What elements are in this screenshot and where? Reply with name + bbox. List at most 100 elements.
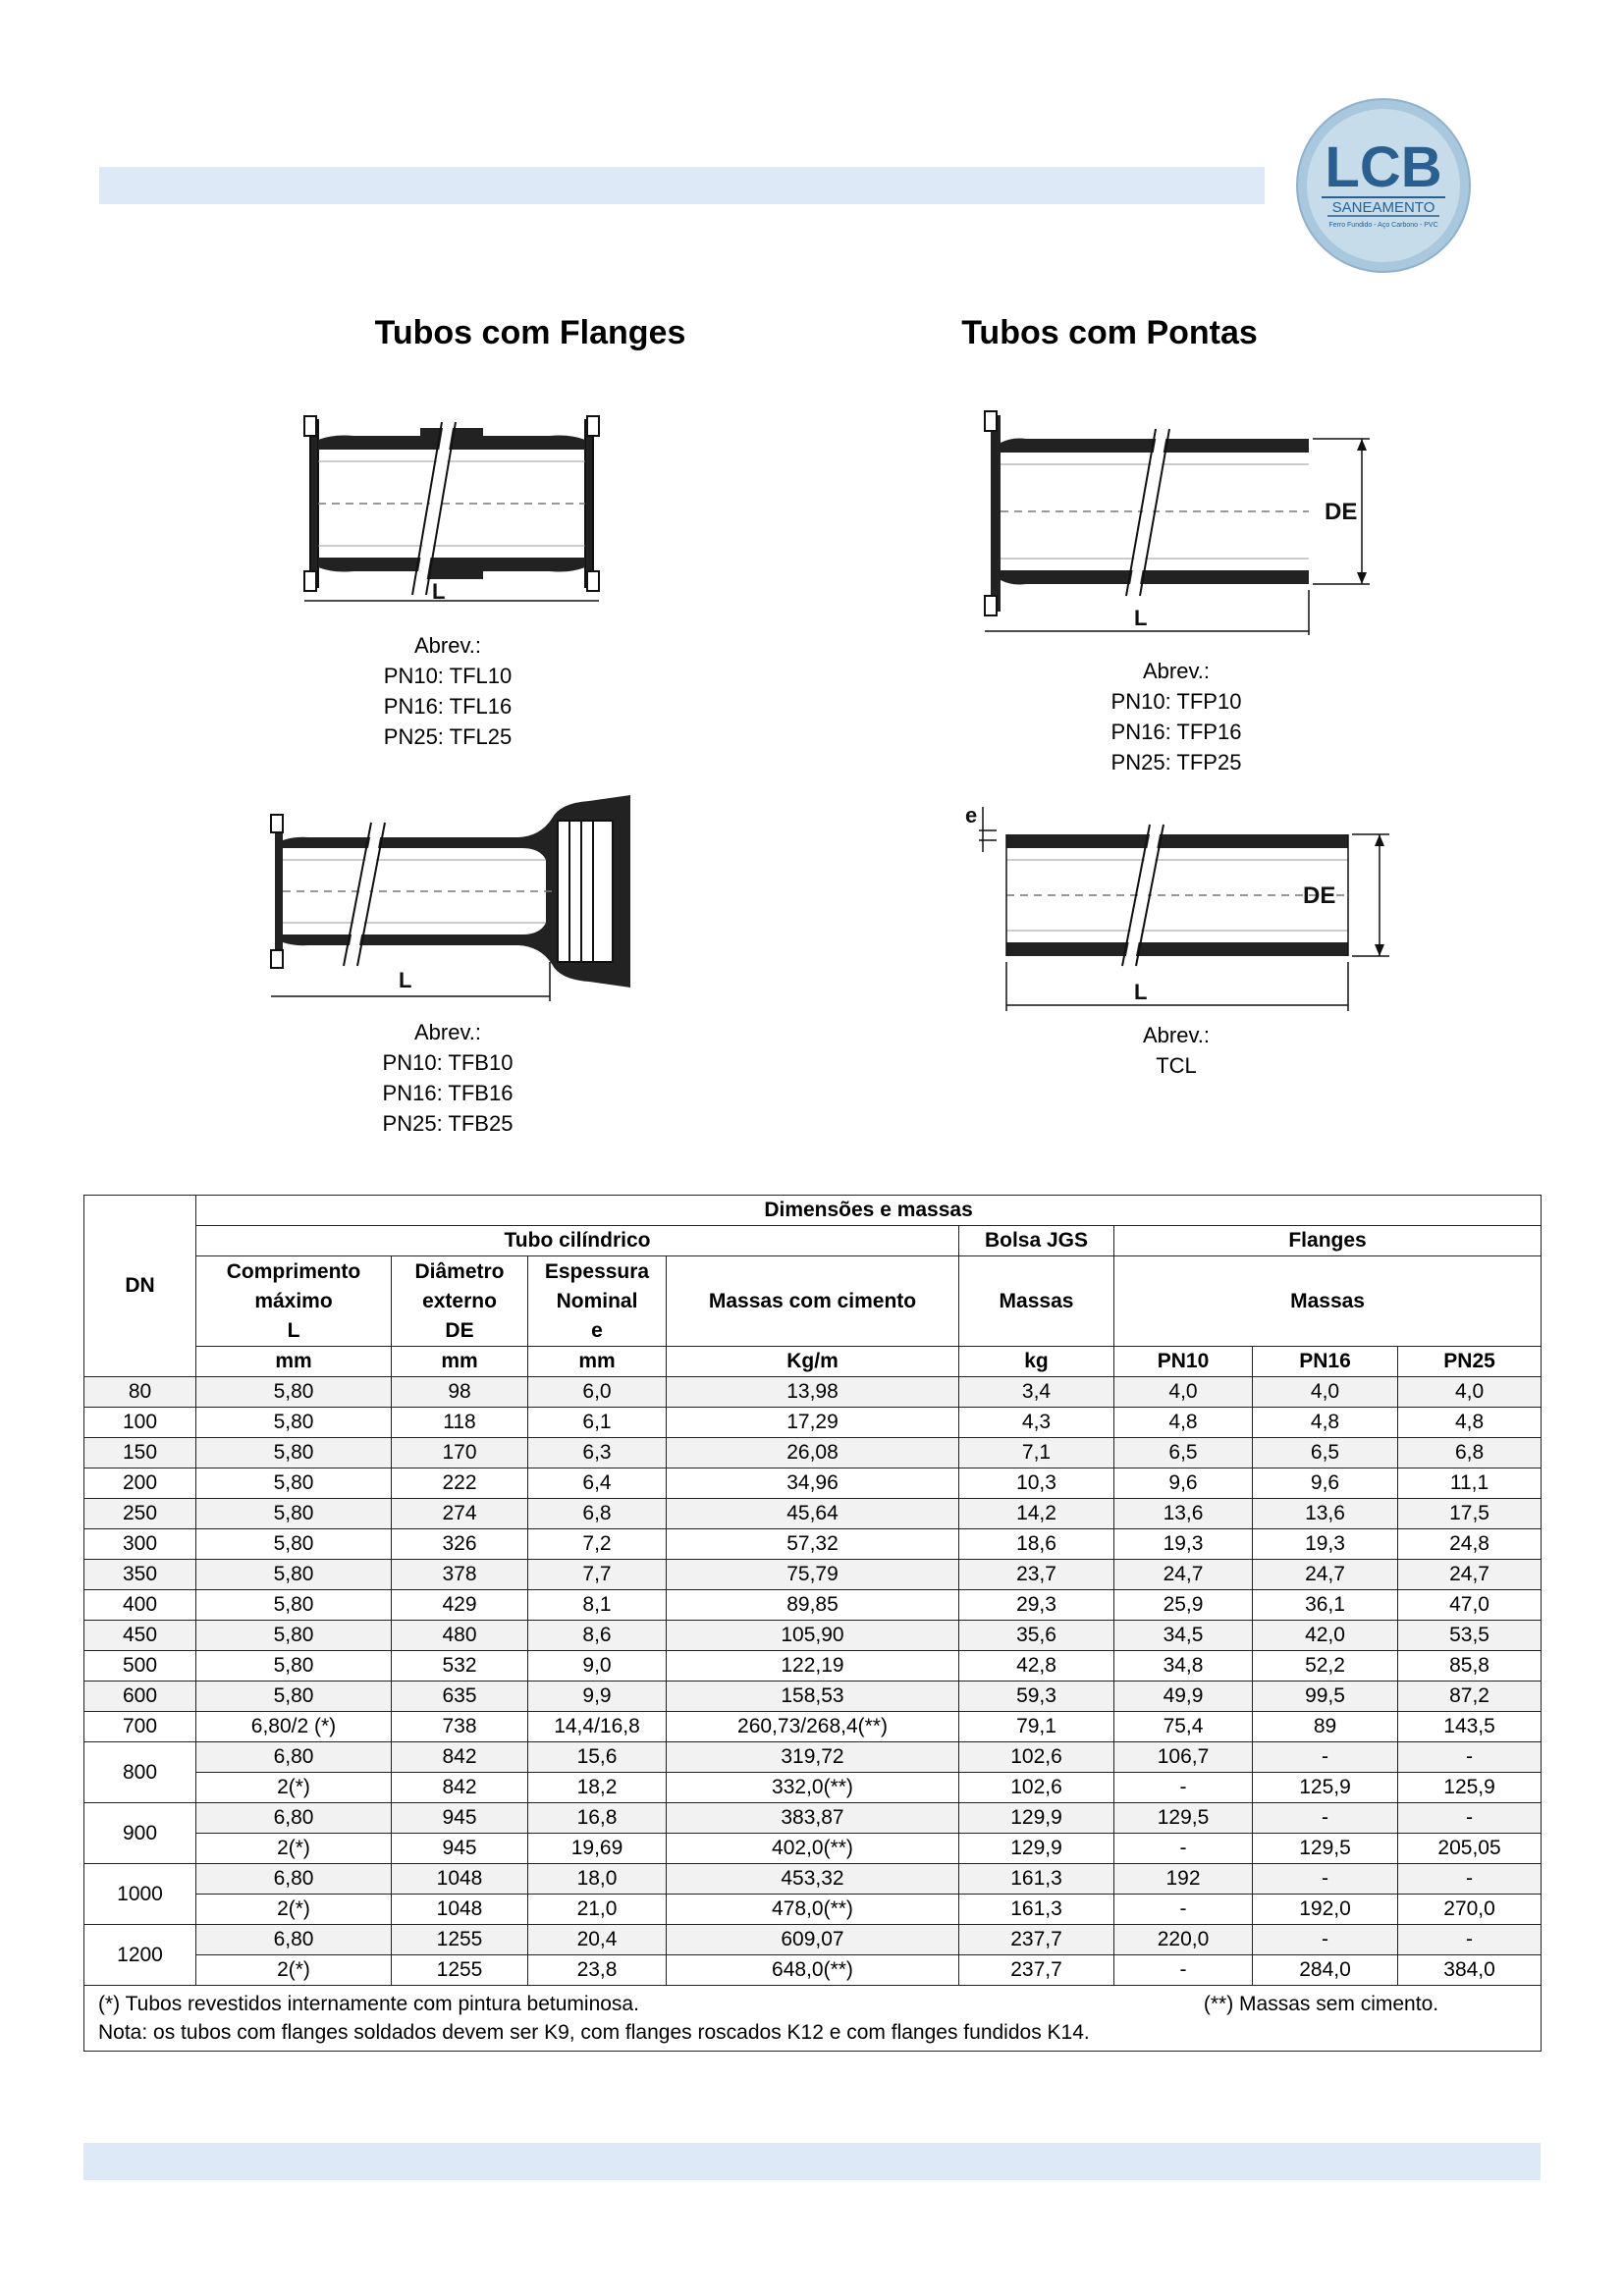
table-cell: 10,3: [958, 1468, 1114, 1499]
table-cell: 129,5: [1252, 1833, 1398, 1864]
abbr-line: PN10: TFP10: [1110, 689, 1242, 714]
table-cell: 98: [391, 1376, 528, 1408]
table-cell: 1255: [391, 1924, 528, 1955]
table-cell: 14,4/16,8: [527, 1711, 667, 1742]
tfb-label-l: L: [399, 968, 411, 992]
table-cell: 1255: [391, 1954, 528, 1986]
table-cell: -: [1113, 1894, 1253, 1925]
abbr-line: PN10: TFL10: [383, 664, 513, 688]
header-massas-bolsa: Massas: [958, 1255, 1114, 1347]
tfl-label-l: L: [432, 579, 445, 604]
table-cell: 260,73/268,4(**): [666, 1711, 959, 1742]
dn-cell: 700: [83, 1711, 196, 1742]
table-cell: 158,53: [666, 1681, 959, 1712]
table-cell: 102,6: [958, 1772, 1114, 1803]
table-cell: 222: [391, 1468, 528, 1499]
table-cell: 52,2: [1252, 1650, 1398, 1682]
heading-tubos-pontas: Tubos com Pontas: [961, 314, 1258, 351]
table-cell: 8,6: [527, 1620, 667, 1651]
table-cell: 237,7: [958, 1954, 1114, 1986]
table-cell: 4,0: [1113, 1376, 1253, 1408]
table-cell: 19,69: [527, 1833, 667, 1864]
tfp-label-l: L: [1134, 606, 1147, 630]
table-cell: 79,1: [958, 1711, 1114, 1742]
table-cell: 129,9: [958, 1833, 1114, 1864]
header-tubo-cilindrico: Tubo cilíndrico: [195, 1225, 959, 1256]
table-cell: 6,80: [195, 1741, 392, 1773]
table-cell: 17,5: [1396, 1498, 1543, 1529]
table-cell: 75,4: [1113, 1711, 1253, 1742]
table-cell: 19,3: [1252, 1528, 1398, 1560]
header-massas-cimento: Massas com cimento: [666, 1255, 959, 1347]
dn-cell: 350: [83, 1559, 196, 1590]
table-cell: 319,72: [666, 1741, 959, 1773]
table-row: 2(*) 945 19,69 402,0(**) 129,9-129,5 205,05: [84, 1833, 1543, 1864]
unit-header: Kg/m: [666, 1346, 959, 1377]
table-row: 100 5,80 118 6,1 17,29 4,3 4,8 4,8 4,8: [83, 1407, 1543, 1438]
dn-cell: 1200: [83, 1924, 196, 1986]
table-row: 150 5,80 170 6,3 26,08 7,1 6,5 6,5 6,8: [83, 1437, 1543, 1468]
table-cell: 89: [1252, 1711, 1398, 1742]
table-cell: 14,2: [958, 1498, 1114, 1529]
table-row: 2(*) 1255 23,8 648,0(**) 237,7-284,0 384,0: [84, 1954, 1543, 1986]
table-row: 250 5,80 274 6,8 45,64 14,2 13,6 13,6 17,5: [83, 1498, 1543, 1529]
dn-cell: 800: [83, 1741, 196, 1803]
header-line: Diâmetro: [414, 1259, 505, 1283]
table-cell: 20,4: [527, 1924, 667, 1955]
table-row: 350 5,80 378 7,7 75,79 23,7 24,7 24,7 24,7: [83, 1559, 1543, 1590]
table-cell: 3,4: [958, 1376, 1114, 1408]
header-line: e: [591, 1318, 603, 1342]
table-cell: 609,07: [666, 1924, 959, 1955]
table-cell: 2(*): [195, 1954, 392, 1986]
table-cell: 5,80: [195, 1559, 392, 1590]
table-row: 1200 6,80 1255 20,4 609,07 237,7 220,0- -: [83, 1924, 1543, 1986]
table-row: 500 5,80 532 9,0 122,19 42,8 34,8 52,2 85,8: [83, 1650, 1543, 1682]
table-cell: 42,0: [1252, 1620, 1398, 1651]
table-cell: 842: [391, 1772, 528, 1803]
table-cell: -: [1252, 1741, 1398, 1773]
table-cell: 1048: [391, 1894, 528, 1925]
unit-header: mm: [195, 1346, 392, 1377]
header-espessura: Espessura Nominal e: [527, 1255, 667, 1347]
table-cell: 24,7: [1113, 1559, 1253, 1590]
abbr-line: PN16: TFP16: [1110, 720, 1242, 744]
table-cell: 5,80: [195, 1528, 392, 1560]
table-cell: 635: [391, 1681, 528, 1712]
table-cell: 59,3: [958, 1681, 1114, 1712]
logo-subtitle: SANEAMENTO: [1332, 199, 1435, 216]
table-cell: 11,1: [1396, 1468, 1543, 1499]
abbr-line: Abrev.:: [1142, 1023, 1211, 1047]
table-cell: 9,6: [1113, 1468, 1253, 1499]
header-line: externo: [422, 1289, 497, 1312]
note-flanges: Nota: os tubos com flanges soldados deve…: [98, 2021, 1090, 2044]
abbr-line: TCL: [1156, 1053, 1197, 1078]
unit-header: PN25: [1396, 1346, 1543, 1377]
table-cell: 143,5: [1396, 1711, 1543, 1742]
header-massas-flanges: Massas: [1112, 1255, 1543, 1347]
table-cell: -: [1396, 1802, 1543, 1834]
table-cell: 4,0: [1396, 1376, 1543, 1408]
table-cell: 161,3: [958, 1894, 1114, 1925]
table-cell: 53,5: [1396, 1620, 1543, 1651]
heading-tubos-flanges: Tubos com Flanges: [374, 314, 686, 351]
table-row: 200 5,80 222 6,4 34,96 10,3 9,6 9,6 11,1: [83, 1468, 1543, 1499]
table-cell: -: [1252, 1924, 1398, 1955]
table-cell: 2(*): [195, 1894, 392, 1925]
table-cell: 118: [391, 1407, 528, 1438]
table-cell: 478,0(**): [666, 1894, 959, 1925]
table-cell: 6,5: [1113, 1437, 1253, 1468]
table-row: 400 5,80 429 8,1 89,85 29,3 25,9 36,1 47,0: [83, 1589, 1543, 1621]
table-cell: 24,8: [1396, 1528, 1543, 1560]
table-row: 300 5,80 326 7,2 57,32 18,6 19,3 19,3 24,8: [83, 1528, 1543, 1560]
table-cell: 34,8: [1113, 1650, 1253, 1682]
table-cell: 274: [391, 1498, 528, 1529]
table-cell: -: [1113, 1772, 1253, 1803]
table-row: 900 6,80 945 16,8 383,87 129,9 129,5- -: [83, 1802, 1543, 1864]
table-cell: 21,0: [527, 1894, 667, 1925]
table-row: 600 5,80 635 9,9 158,53 59,3 49,9 99,5 87,2: [83, 1681, 1543, 1712]
dn-cell: 150: [83, 1437, 196, 1468]
header-flanges: Flanges: [1112, 1225, 1543, 1256]
table-cell: 5,80: [195, 1620, 392, 1651]
table-cell: 4,8: [1252, 1407, 1398, 1438]
table-cell: 429: [391, 1589, 528, 1621]
